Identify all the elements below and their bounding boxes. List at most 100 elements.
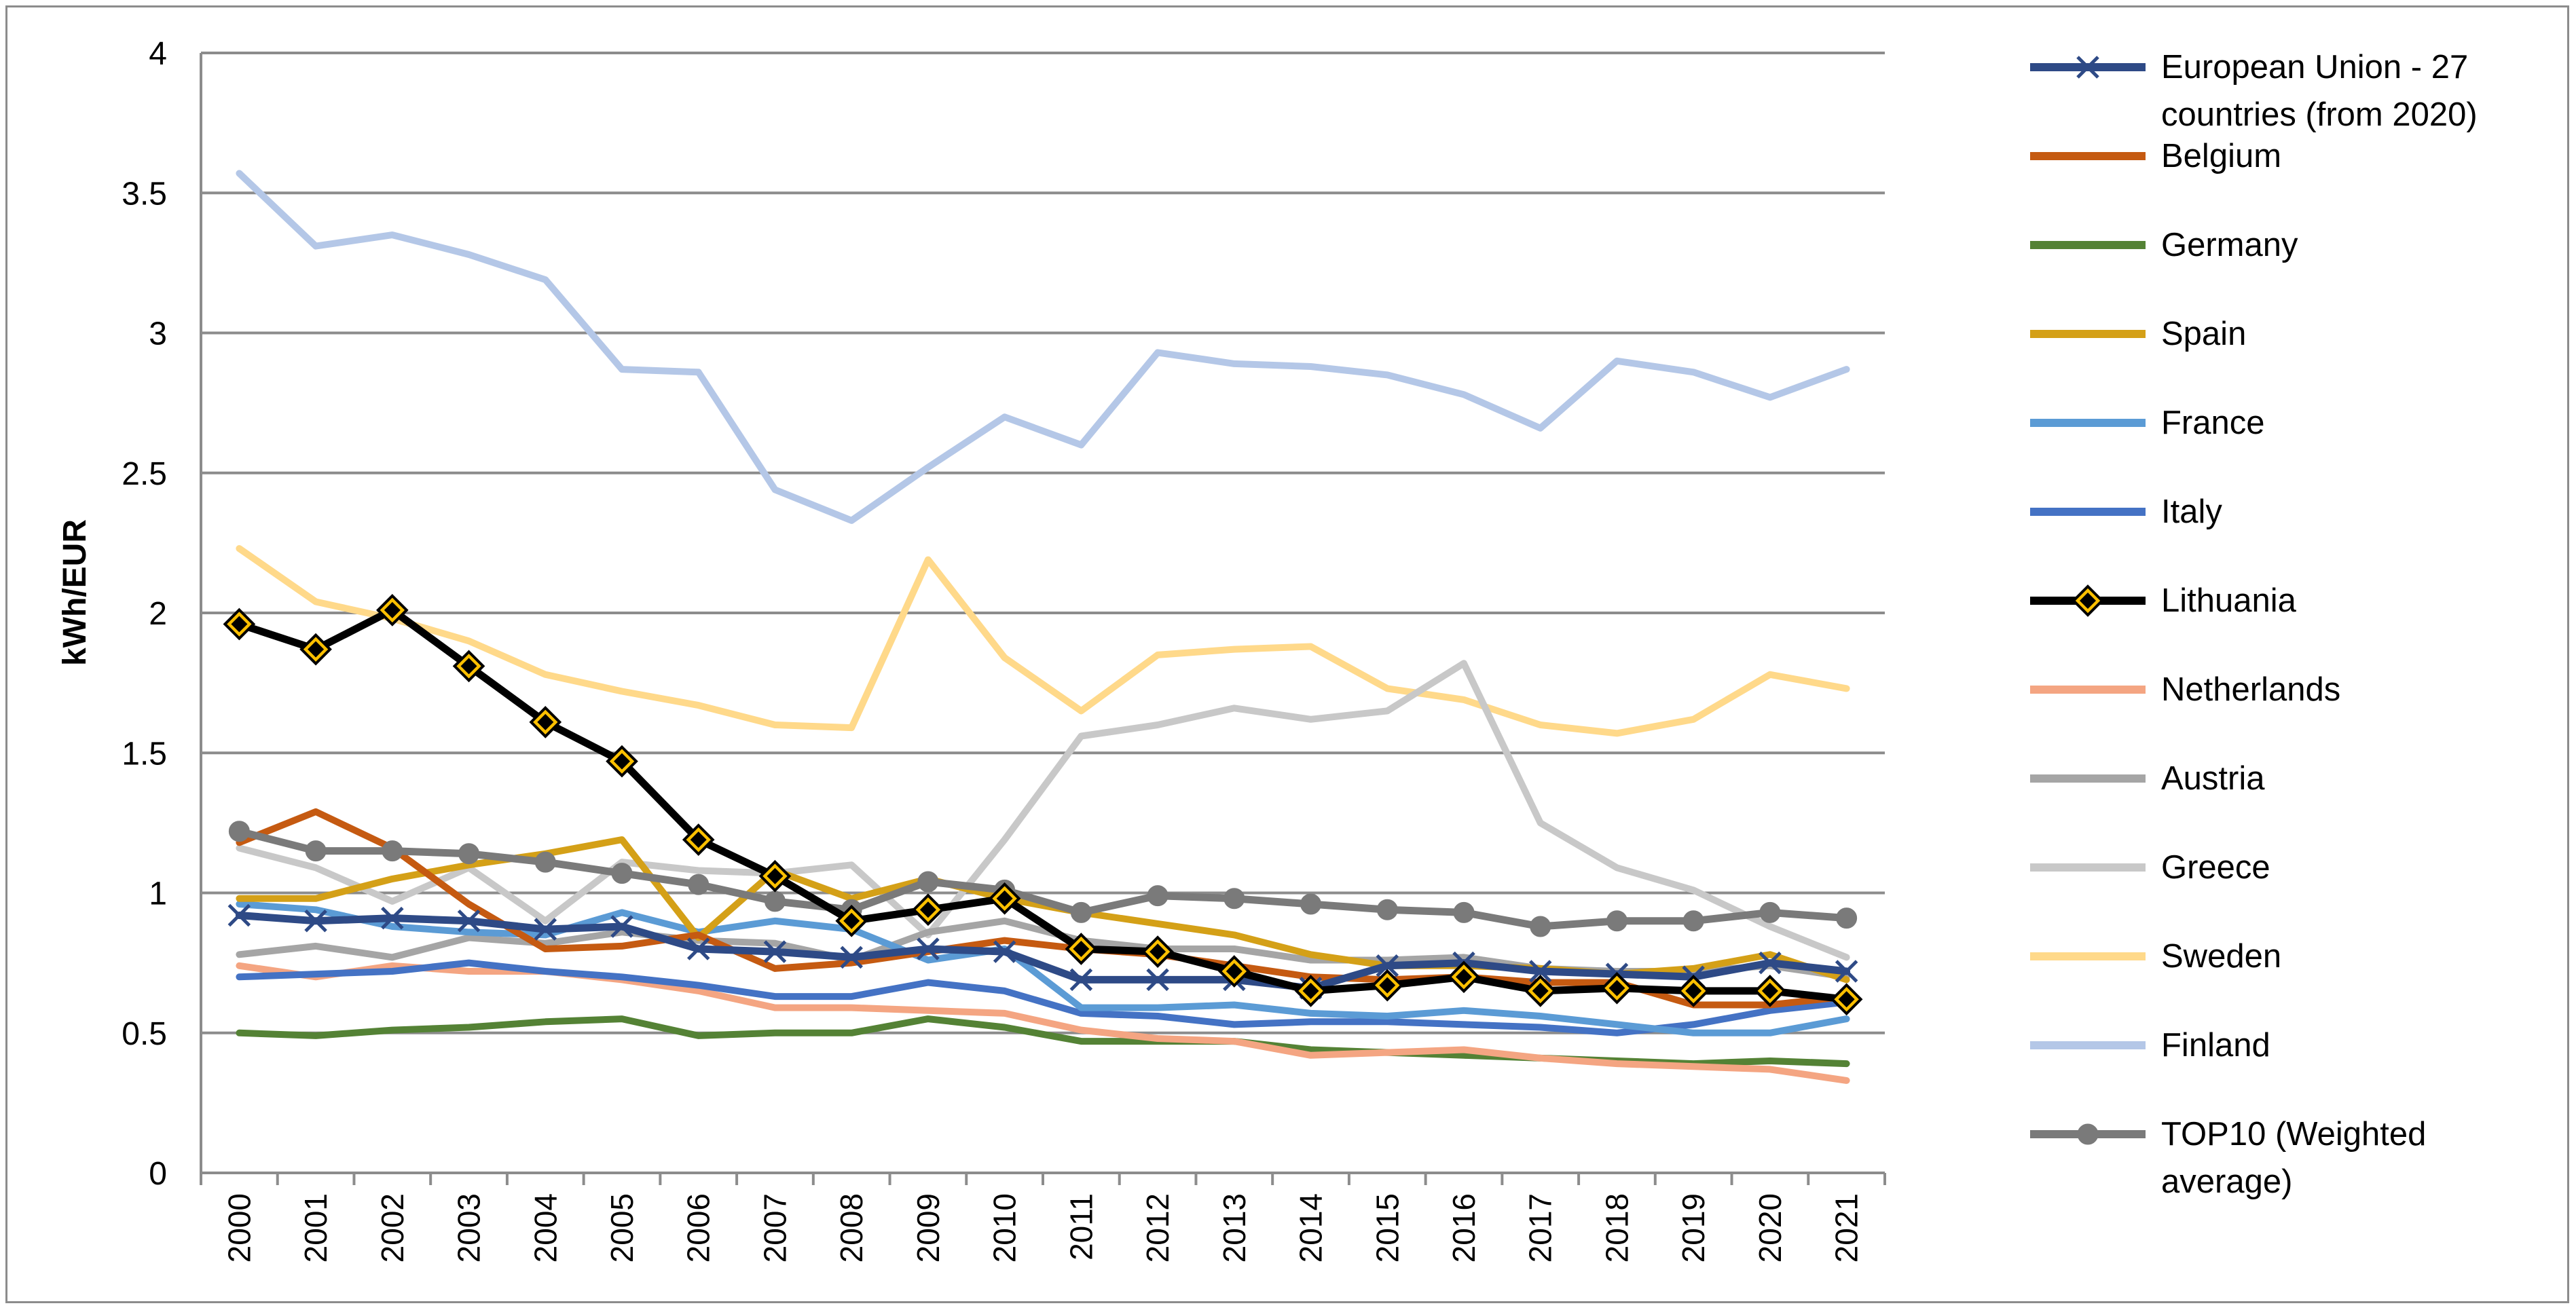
series-line xyxy=(236,962,1850,1084)
gridlines xyxy=(201,52,1885,1174)
data-point xyxy=(682,823,715,856)
circle-marker xyxy=(1836,907,1858,929)
diamond-marker-inner xyxy=(1456,969,1472,986)
diamond-marker-inner xyxy=(1532,982,1549,999)
legend-entry: Lithuania xyxy=(2030,582,2297,619)
circle-marker xyxy=(305,840,327,862)
series-finland xyxy=(236,170,1850,524)
x-marker xyxy=(610,915,633,938)
x-marker xyxy=(534,918,557,941)
diamond-marker-inner xyxy=(1838,991,1855,1008)
circle-marker xyxy=(1300,893,1322,915)
x-tick-label: 2017 xyxy=(1523,1193,1558,1262)
circle-marker xyxy=(1453,901,1475,923)
x-marker xyxy=(1528,960,1552,983)
series-line xyxy=(236,170,1850,524)
diamond-marker-inner xyxy=(1379,977,1396,994)
diamond-marker-inner xyxy=(843,912,860,929)
legend-label: Spain xyxy=(2161,316,2246,352)
legend-entry: Italy xyxy=(2030,493,2222,530)
legend-entry: European Union - 27 countries (from 2020) xyxy=(2030,49,2478,133)
circle-marker xyxy=(228,821,250,842)
series-layer xyxy=(223,170,1863,1084)
diamond-marker-inner xyxy=(1302,982,1319,999)
diamond-marker-inner xyxy=(1226,963,1243,979)
data-point xyxy=(835,904,868,937)
x-marker xyxy=(1835,960,1858,983)
circle-marker xyxy=(917,871,939,893)
data-point xyxy=(1217,955,1251,988)
legend-label: TOP10 (Weighted average) xyxy=(2161,1116,2426,1200)
y-tick-label: 3.5 xyxy=(122,176,167,212)
data-point xyxy=(1070,901,1092,923)
legend-entry: Greece xyxy=(2030,849,2270,886)
y-tick-label: 2 xyxy=(149,596,167,632)
data-point xyxy=(304,909,327,933)
x-tick-label: 2020 xyxy=(1752,1193,1788,1262)
circle-marker xyxy=(688,874,710,895)
x-marker xyxy=(763,940,787,963)
x-marker xyxy=(1376,954,1399,977)
diamond-marker-inner xyxy=(996,890,1013,907)
data-point xyxy=(534,851,556,873)
diamond-marker-inner xyxy=(537,713,554,730)
data-point xyxy=(457,909,481,933)
legend-entry: Netherlands xyxy=(2030,671,2340,708)
data-point xyxy=(1754,975,1786,1007)
x-marker xyxy=(2076,56,2099,79)
x-marker xyxy=(993,940,1016,963)
x-tick-label: 2014 xyxy=(1293,1193,1329,1262)
data-point xyxy=(1146,968,1169,992)
chart-frame xyxy=(5,5,2569,1303)
circle-marker xyxy=(1070,901,1092,923)
data-point xyxy=(534,918,557,941)
data-point xyxy=(1376,954,1399,977)
legend-label: Sweden xyxy=(2161,938,2281,975)
series-line xyxy=(235,912,1851,992)
x-tick-label: 2002 xyxy=(375,1193,410,1262)
y-tick-label: 0.5 xyxy=(122,1016,167,1052)
data-point xyxy=(1294,975,1327,1007)
circle-marker xyxy=(2077,1123,2099,1145)
diamond-marker-inner xyxy=(1685,982,1702,999)
legend-label: Austria xyxy=(2161,760,2265,797)
series-line xyxy=(236,545,1850,737)
data-point xyxy=(1147,885,1169,907)
legend-label: Netherlands xyxy=(2161,671,2340,708)
circle-marker xyxy=(458,843,480,865)
x-tick-label: 2016 xyxy=(1446,1193,1482,1262)
diamond-marker-inner xyxy=(2080,593,2096,609)
data-point xyxy=(223,607,256,641)
x-tick-label: 2003 xyxy=(452,1193,487,1262)
x-tick-label: 2000 xyxy=(221,1193,257,1262)
x-marker xyxy=(840,946,863,969)
series-line xyxy=(236,901,1850,1036)
series-line xyxy=(235,827,1851,931)
legend: European Union - 27 countries (from 2020)… xyxy=(2030,49,2478,1200)
x-marker xyxy=(381,906,404,930)
x-marker xyxy=(1069,968,1093,992)
x-tick-label: 2001 xyxy=(298,1193,333,1262)
data-point xyxy=(1528,960,1552,983)
data-point xyxy=(1830,983,1863,1016)
data-point xyxy=(1835,960,1858,983)
diamond-marker-inner xyxy=(1761,982,1778,999)
data-point xyxy=(1376,899,1398,920)
x-tick-label: 2009 xyxy=(910,1193,946,1262)
diamond-marker-inner xyxy=(1149,943,1166,960)
diamond-marker-inner xyxy=(1073,941,1090,957)
y-tick-label: 1.5 xyxy=(122,736,167,772)
data-point xyxy=(305,840,327,862)
x-tick-label: 2021 xyxy=(1829,1193,1864,1262)
data-point xyxy=(1600,971,1634,1005)
legend-entry: Finland xyxy=(2030,1027,2270,1064)
data-point xyxy=(529,706,562,738)
series-lithuania xyxy=(223,594,1863,1016)
data-point xyxy=(1530,916,1551,937)
circle-marker xyxy=(1530,916,1551,937)
data-point xyxy=(606,745,638,778)
diamond-marker-inner xyxy=(231,616,248,633)
x-marker xyxy=(1759,951,1782,975)
x-tick-label: 2005 xyxy=(604,1193,640,1262)
